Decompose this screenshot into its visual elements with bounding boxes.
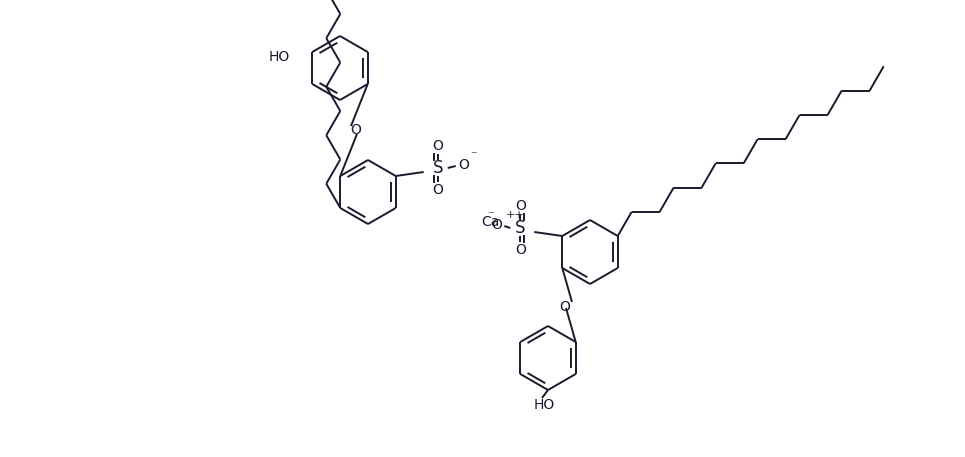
Text: O: O [458, 158, 469, 172]
Text: ++: ++ [506, 210, 525, 220]
Text: O: O [350, 123, 362, 137]
Text: O: O [515, 243, 526, 257]
Text: HO: HO [269, 50, 290, 64]
Text: Ca: Ca [481, 215, 499, 229]
Text: ⁻: ⁻ [487, 209, 494, 223]
Text: O: O [515, 199, 526, 213]
Text: S: S [515, 219, 526, 237]
Text: ⁻: ⁻ [470, 149, 477, 163]
Text: O: O [432, 183, 443, 197]
Text: O: O [491, 218, 502, 232]
Text: HO: HO [534, 398, 555, 412]
Text: O: O [560, 300, 570, 314]
Text: S: S [432, 159, 443, 177]
Text: O: O [432, 139, 443, 153]
